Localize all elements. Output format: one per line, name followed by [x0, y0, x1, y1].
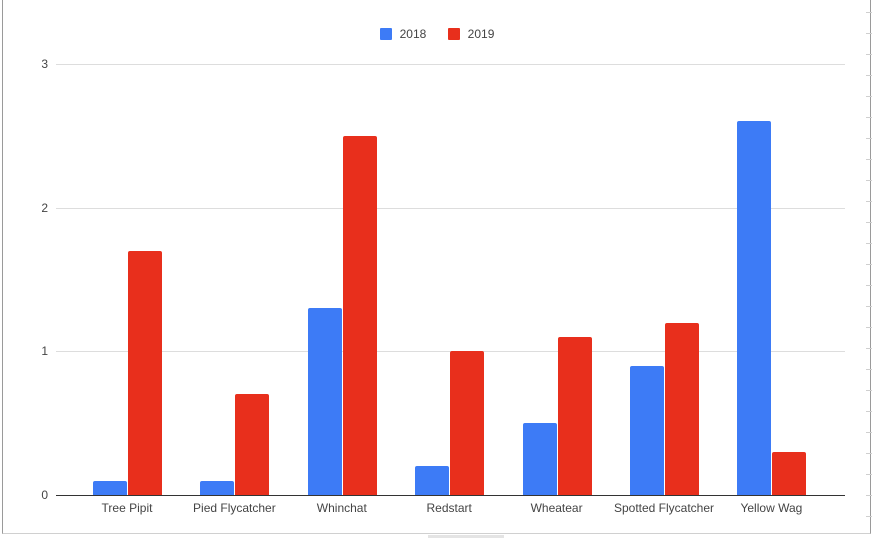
bar-2018-wheatear[interactable] [522, 423, 557, 495]
edge-tick [866, 474, 872, 475]
legend-swatch-2018-icon [379, 28, 392, 40]
bar-2019-pied-flycatcher[interactable] [235, 394, 270, 495]
edge-tick [866, 243, 872, 244]
x-tick-label: Yellow Wag [740, 501, 803, 515]
y-tick-label: 2 [41, 201, 48, 215]
bar-2018-tree-pipit[interactable] [93, 481, 127, 495]
y-tick-label: 3 [41, 57, 48, 71]
legend-swatch-2019-icon [447, 28, 460, 40]
edge-tick [866, 54, 872, 55]
x-tick-label: Wheatear [530, 501, 583, 515]
edge-tick [866, 348, 872, 349]
bar-2019-redstart[interactable] [450, 351, 485, 495]
edge-tick [866, 516, 872, 517]
x-tick-label: Spotted Flycatcher [613, 501, 715, 515]
legend-label: 2018 [399, 27, 427, 41]
edge-tick [866, 159, 872, 160]
edge-tick [866, 369, 872, 370]
bar-2019-wheatear[interactable] [557, 337, 592, 495]
x-tick-label: Tree Pipit [101, 501, 153, 515]
edge-tick [866, 222, 872, 223]
edge-tick [866, 453, 872, 454]
plot-area [56, 64, 845, 496]
bar-2019-spotted-flycatcher[interactable] [665, 323, 699, 495]
bar-2018-pied-flycatcher[interactable] [200, 481, 235, 495]
bar-2019-yellow-wag[interactable] [772, 452, 807, 495]
edge-tick [866, 33, 872, 34]
edge-tick [866, 285, 872, 286]
edge-tick [866, 75, 872, 76]
legend-item-2018[interactable]: 2018 [379, 27, 427, 41]
bar-2019-tree-pipit[interactable] [128, 251, 162, 495]
x-tick-label: Pied Flycatcher [193, 501, 276, 515]
x-axis-line [56, 495, 845, 496]
x-tick-label: Whinchat [316, 501, 367, 515]
edge-tick [866, 390, 872, 391]
legend-label: 2019 [467, 27, 495, 41]
edge-tick [866, 411, 872, 412]
edge-tick [866, 12, 872, 13]
edge-tick [866, 495, 872, 496]
bar-2019-whinchat[interactable] [342, 136, 377, 495]
bar-2018-yellow-wag[interactable] [737, 121, 772, 495]
legend: 2018 2019 [0, 27, 874, 43]
bar-2018-whinchat[interactable] [307, 308, 342, 495]
edge-tick [866, 306, 872, 307]
edge-tick [866, 138, 872, 139]
y-tick-label: 1 [41, 344, 48, 358]
x-tick-label: Redstart [426, 501, 472, 515]
bar-2018-spotted-flycatcher[interactable] [630, 366, 664, 495]
edge-tick [866, 180, 872, 181]
gridline [56, 64, 845, 65]
edge-tick [866, 96, 872, 97]
edge-tick [866, 432, 872, 433]
scroll-handle[interactable] [428, 535, 504, 538]
gridline [56, 208, 845, 209]
legend-item-2019[interactable]: 2019 [447, 27, 495, 41]
edge-tick [866, 327, 872, 328]
edge-tick [866, 117, 872, 118]
y-tick-label: 0 [41, 488, 48, 502]
bar-2018-redstart[interactable] [415, 466, 450, 495]
edge-tick [866, 201, 872, 202]
edge-tick [866, 264, 872, 265]
